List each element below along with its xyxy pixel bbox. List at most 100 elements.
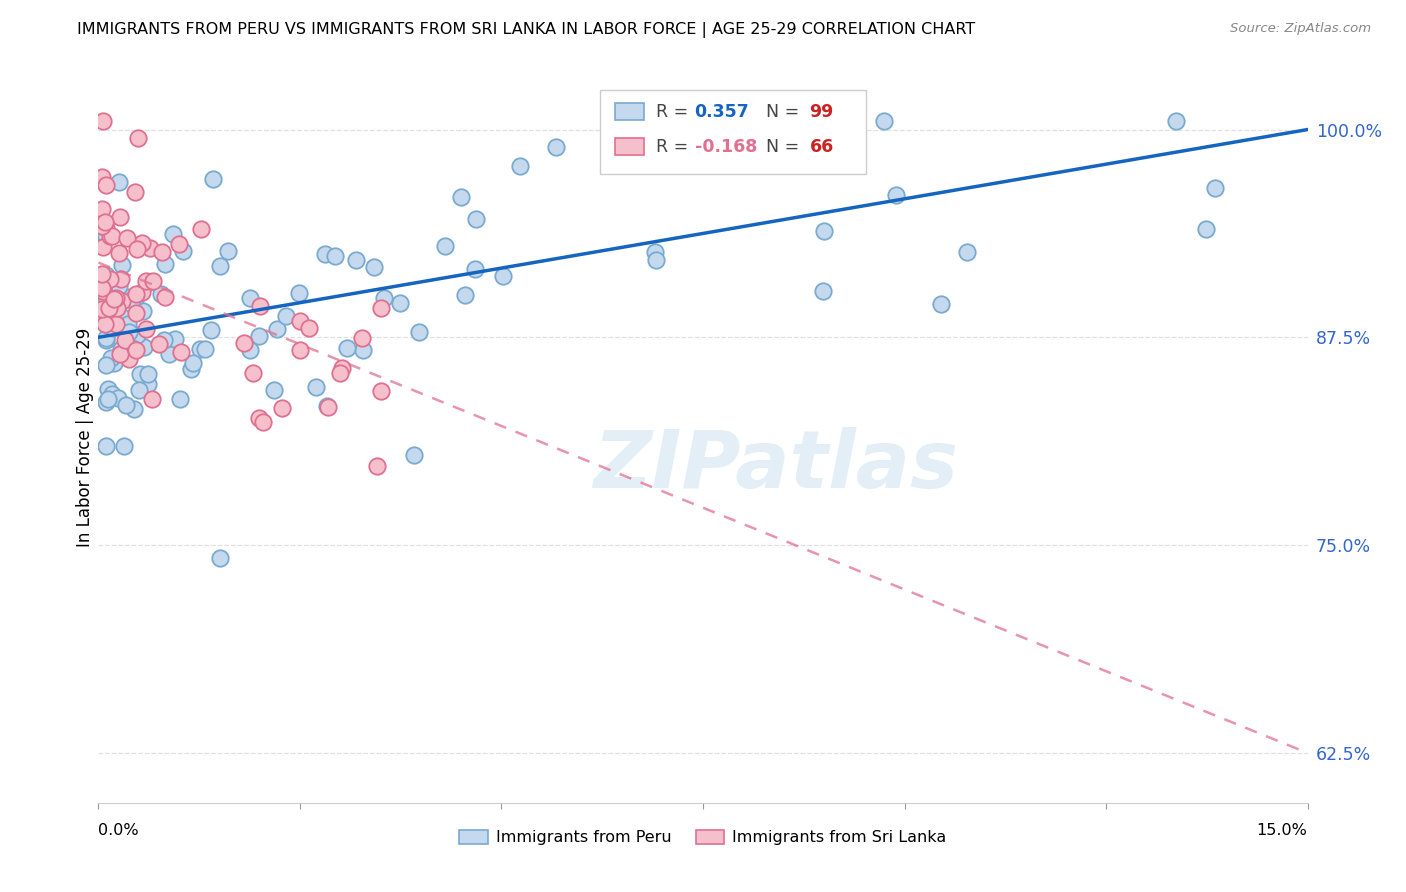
Text: Source: ZipAtlas.com: Source: ZipAtlas.com [1230, 22, 1371, 36]
Point [433, 239, 456, 253]
Point [217, 244, 239, 258]
Point [132, 304, 155, 318]
Point [136, 368, 159, 382]
Point [91, 310, 114, 324]
Point [742, 136, 765, 150]
Point [287, 285, 309, 300]
Point [330, 360, 353, 375]
Point [136, 276, 159, 290]
Point [105, 317, 128, 331]
Point [242, 366, 264, 380]
Text: 66: 66 [810, 137, 834, 156]
Point [344, 253, 367, 268]
Point [96, 395, 118, 409]
Point [200, 323, 222, 337]
Point [94, 318, 117, 332]
Point [323, 249, 346, 263]
Point [956, 244, 979, 259]
Point [644, 253, 666, 268]
Point [111, 258, 134, 272]
Point [162, 227, 184, 242]
Point [97, 301, 120, 315]
Point [169, 392, 191, 406]
Point [98, 293, 121, 307]
Point [1164, 114, 1187, 128]
FancyBboxPatch shape [614, 103, 644, 120]
Point [96, 358, 118, 372]
Point [454, 288, 477, 302]
Point [117, 290, 139, 304]
Point [110, 271, 132, 285]
Point [100, 351, 122, 365]
Point [316, 399, 339, 413]
Point [1204, 181, 1226, 195]
Text: N =: N = [755, 103, 804, 120]
Point [370, 384, 392, 398]
Text: -0.168: -0.168 [695, 137, 756, 156]
Point [121, 293, 143, 307]
Point [872, 114, 894, 128]
Point [118, 351, 141, 366]
Point [813, 285, 835, 299]
Point [929, 297, 952, 311]
Point [93, 277, 115, 291]
Point [117, 317, 139, 331]
Point [492, 268, 515, 283]
Point [134, 340, 156, 354]
Point [239, 343, 262, 357]
Point [103, 355, 125, 369]
Point [131, 285, 153, 299]
Point [135, 274, 157, 288]
Point [98, 229, 121, 244]
Point [122, 402, 145, 417]
Point [111, 310, 134, 324]
Point [96, 333, 118, 347]
Point [209, 259, 232, 273]
Point [108, 245, 131, 260]
Point [96, 229, 118, 244]
Point [107, 392, 129, 406]
Point [111, 294, 134, 309]
Point [125, 327, 148, 342]
Point [150, 245, 173, 260]
Point [101, 321, 124, 335]
Text: 0.0%: 0.0% [98, 822, 139, 838]
Point [100, 272, 122, 286]
Point [388, 296, 411, 310]
Point [96, 221, 118, 235]
Point [108, 279, 131, 293]
Point [127, 131, 149, 145]
Point [465, 212, 488, 227]
Point [450, 189, 472, 203]
Point [363, 260, 385, 274]
Point [138, 240, 160, 254]
Point [402, 448, 425, 462]
Point [141, 392, 163, 407]
Point [188, 342, 211, 356]
Point [125, 306, 148, 320]
Point [121, 342, 143, 356]
Point [329, 366, 352, 380]
Point [105, 283, 128, 297]
Point [298, 321, 321, 335]
Point [120, 347, 142, 361]
Point [239, 292, 262, 306]
Point [509, 159, 531, 173]
Point [209, 551, 232, 566]
Point [274, 310, 297, 324]
Point [101, 387, 124, 401]
Point [91, 267, 114, 281]
Point [172, 244, 194, 259]
Point [115, 231, 138, 245]
Point [288, 343, 311, 357]
Point [105, 291, 128, 305]
Point [288, 314, 311, 328]
Text: 99: 99 [810, 103, 834, 120]
Point [108, 210, 131, 224]
Point [91, 284, 114, 298]
Point [94, 178, 117, 192]
Point [96, 268, 118, 283]
Point [96, 439, 118, 453]
Point [124, 185, 146, 199]
Text: 0.357: 0.357 [695, 103, 749, 120]
